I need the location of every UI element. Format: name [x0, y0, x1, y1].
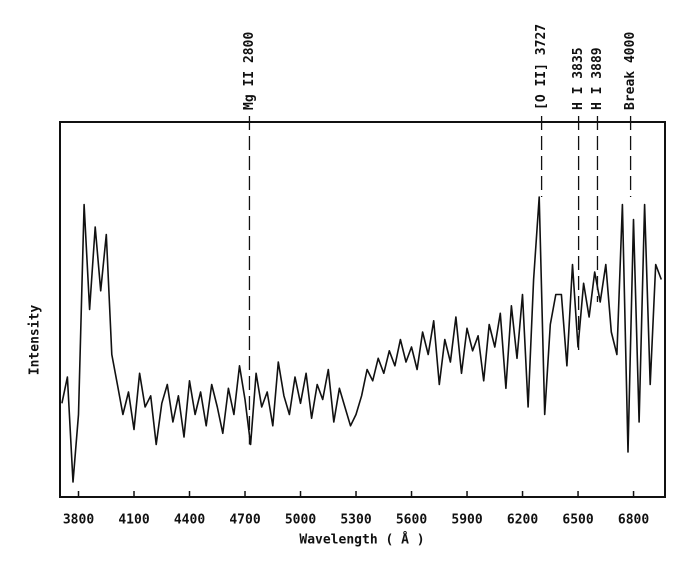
- x-tick-label: 6500: [562, 513, 593, 528]
- plot-frame: [59, 121, 666, 498]
- x-tick-label: 4700: [229, 513, 260, 528]
- x-tick-label: 5900: [451, 513, 482, 528]
- annotation-label: Mg II 2800: [242, 32, 257, 110]
- x-tick-label: 6800: [618, 513, 649, 528]
- annotation-label: [O II] 3727: [534, 24, 549, 110]
- spectrum-line: [61, 196, 663, 483]
- x-tick-label: 5600: [396, 513, 427, 528]
- x-axis-label: Wavelength ( Å ): [299, 532, 424, 548]
- x-tick-label: 4100: [118, 513, 149, 528]
- y-axis-label: Intensity: [28, 305, 43, 376]
- annotation-label: H I 3889: [590, 47, 605, 110]
- annotation-label: Break 4000: [623, 32, 638, 110]
- x-tick-label: 5000: [285, 513, 316, 528]
- x-tick-label: 3800: [63, 513, 94, 528]
- x-tick-label: 6200: [507, 513, 538, 528]
- x-tick-label: 4400: [174, 513, 205, 528]
- annotation-label: H I 3835: [571, 47, 586, 110]
- x-tick-label: 5300: [340, 513, 371, 528]
